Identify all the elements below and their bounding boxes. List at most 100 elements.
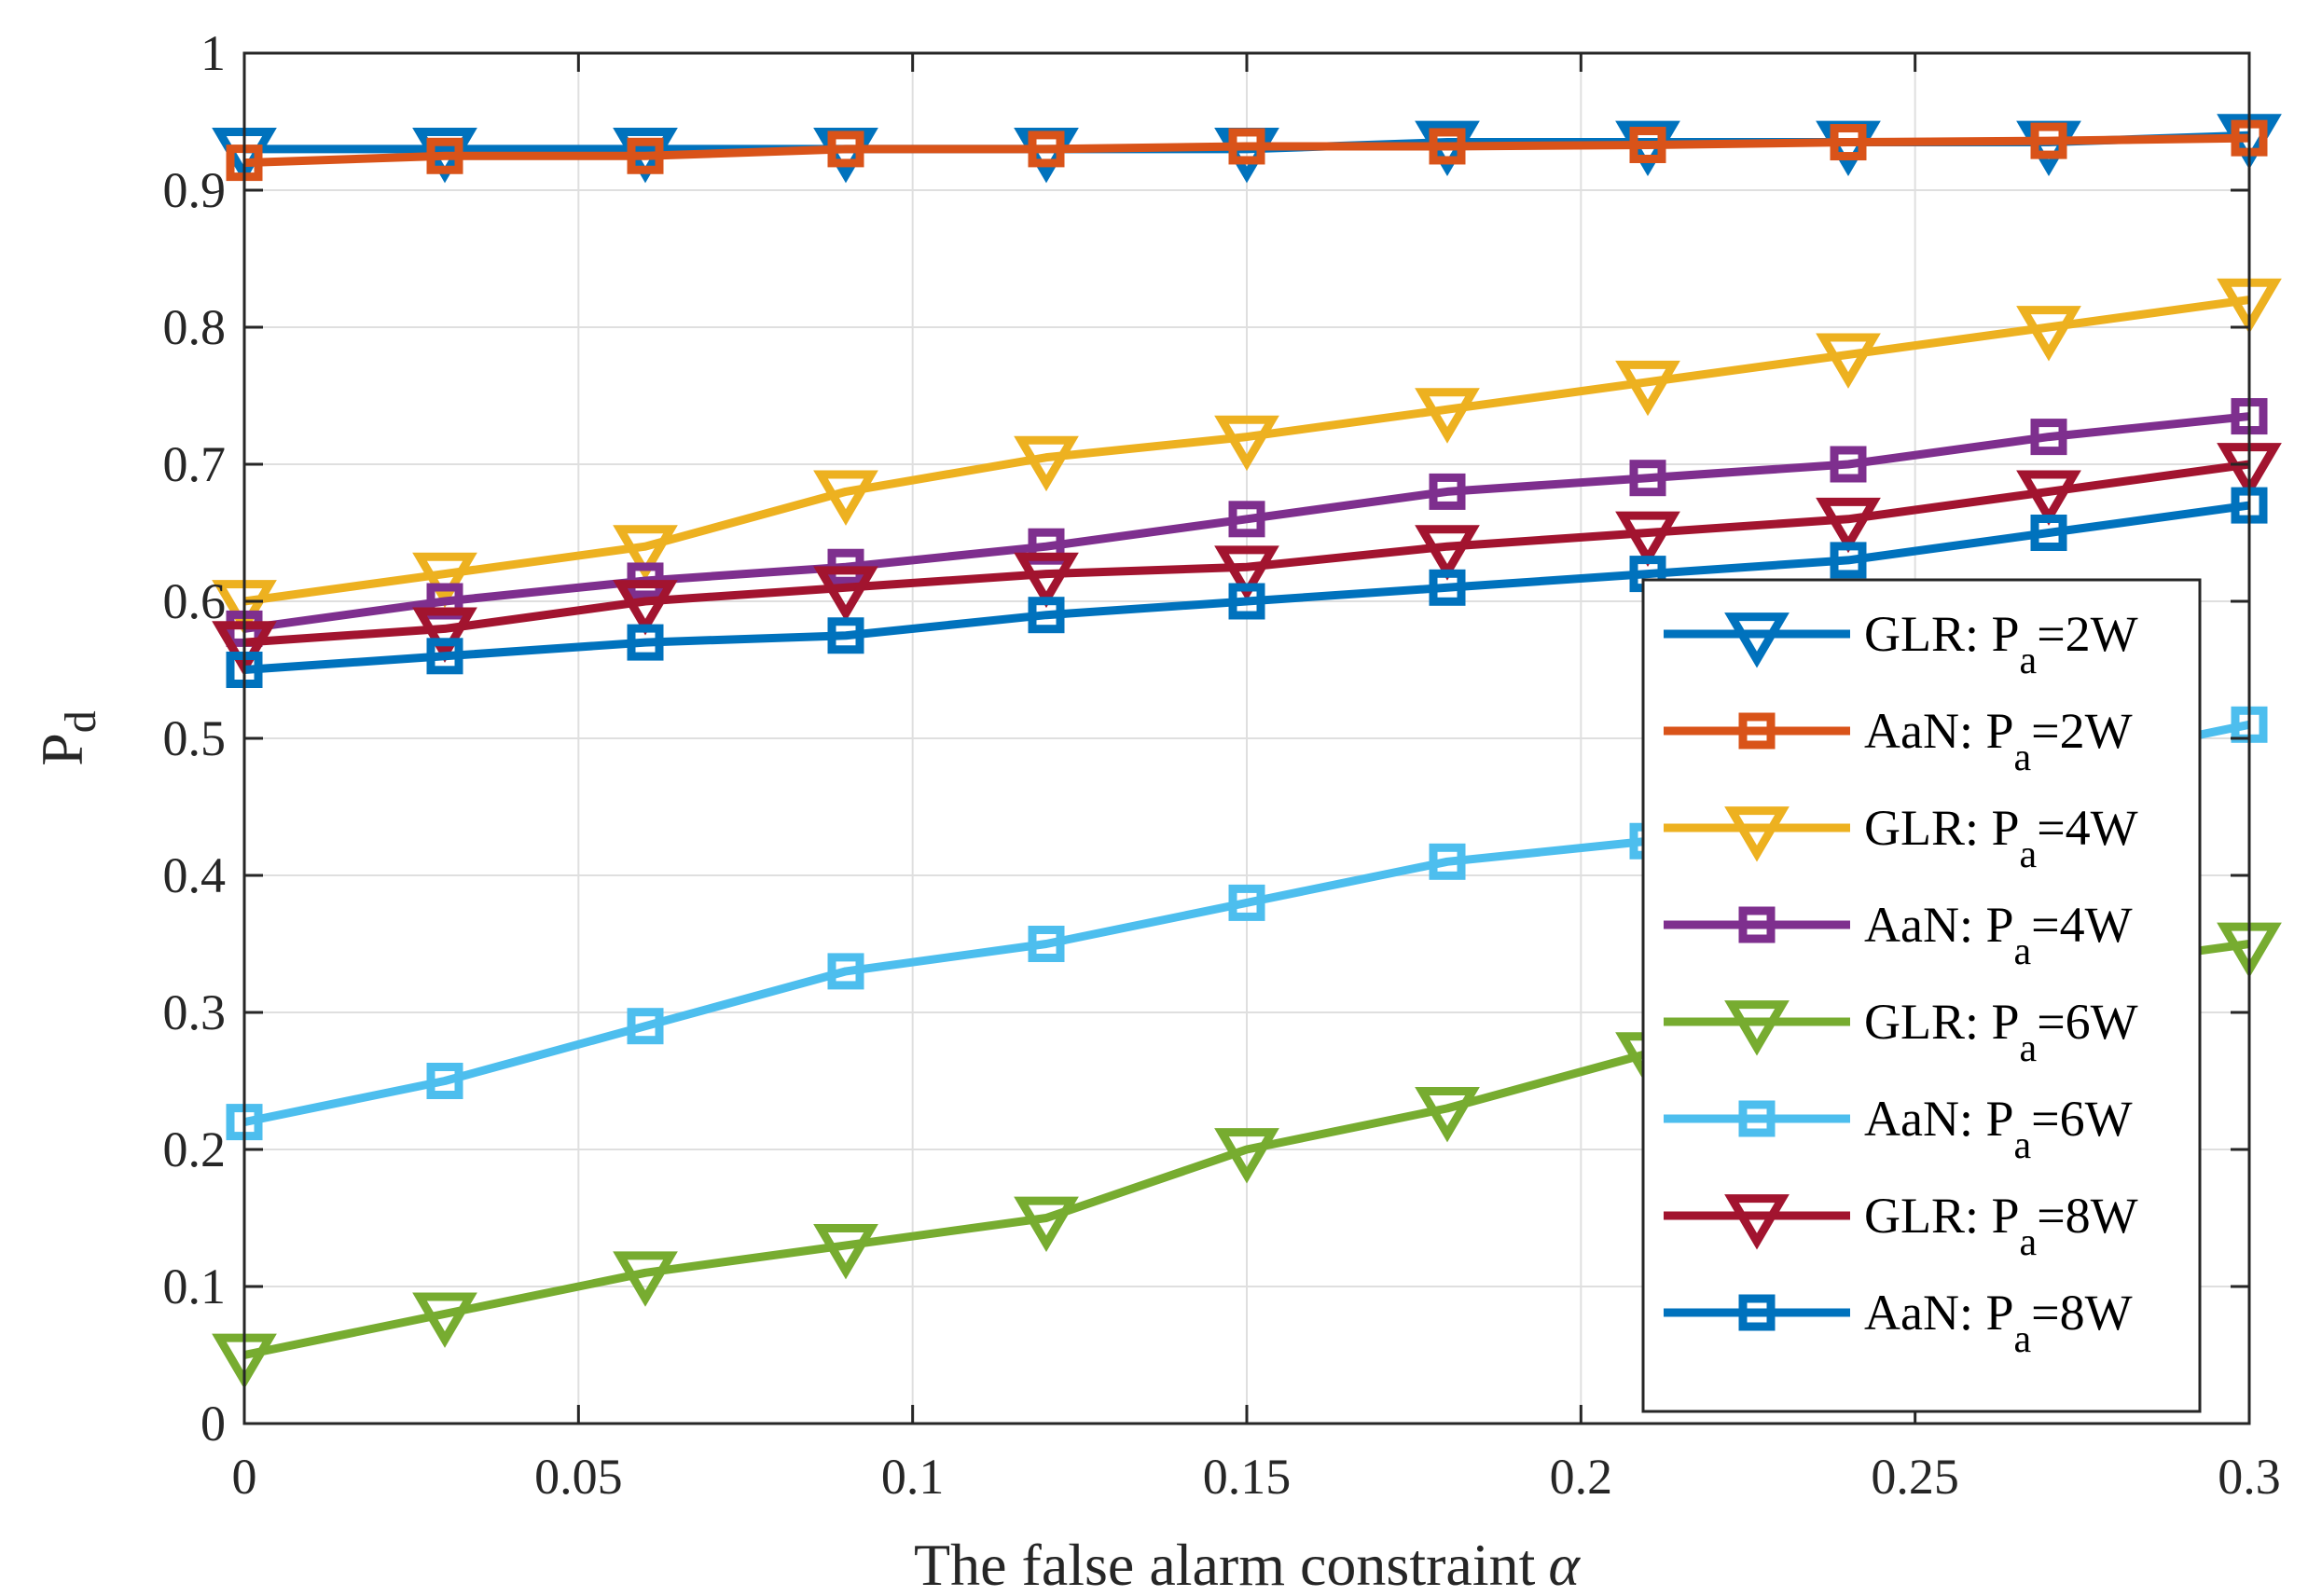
legend-swatch-marker — [1738, 1294, 1776, 1331]
y-axis-label: Pd — [29, 710, 105, 766]
x-tick-label: 0.1 — [881, 1449, 945, 1505]
data-point — [1415, 525, 1480, 581]
legend-entry[interactable]: AaN: Pa=4W — [1664, 897, 2133, 973]
legend[interactable]: GLR: Pa=2W AaN: Pa=2W GLR: Pa=4W AaN: Pa=4W… — [1641, 578, 2202, 1413]
data-point — [627, 137, 664, 174]
data-point — [813, 470, 878, 526]
legend-label: AaN: Pa=2W — [1864, 703, 2133, 779]
data-point — [426, 137, 463, 174]
data-point — [1214, 415, 1279, 472]
x-tick-label: 0.15 — [1203, 1449, 1292, 1505]
legend-entry[interactable]: AaN: Pa=8W — [1664, 1285, 2133, 1361]
data-point — [1816, 497, 1881, 554]
data-point — [1228, 583, 1265, 620]
legend-box — [1641, 578, 2202, 1413]
data-point — [613, 525, 678, 581]
series-line — [243, 296, 2250, 606]
data-point — [1629, 126, 1666, 163]
data-point — [1615, 360, 1680, 417]
y-tick-label: 0.8 — [163, 299, 227, 355]
y-tick-label: 0.7 — [163, 436, 227, 492]
data-point — [1228, 884, 1265, 921]
series-line — [243, 412, 2250, 633]
data-point — [827, 617, 864, 654]
data-point — [426, 638, 463, 675]
data-point — [1830, 542, 1867, 579]
data-point — [2016, 470, 2081, 526]
axis-ticks — [242, 51, 2251, 1425]
legend-entry[interactable]: GLR: Pa=2W — [1664, 606, 2138, 682]
y-tick-labels: 0 0.1 0.2 0.3 0.4 0.5 0.6 0.7 0.8 0.9 1 — [163, 25, 227, 1452]
legend-label: GLR: Pa=8W — [1864, 1188, 2138, 1264]
data-point — [827, 131, 864, 168]
legend-label: AaN: Pa=6W — [1864, 1091, 2133, 1167]
data-point — [1415, 1087, 1480, 1143]
x-tick-label: 0.05 — [534, 1449, 623, 1505]
y-tick-label: 0.3 — [163, 984, 227, 1040]
data-point — [412, 1292, 477, 1348]
legend-label: GLR: Pa=6W — [1864, 994, 2138, 1070]
legend-label: GLR: Pa=2W — [1864, 606, 2138, 682]
data-point — [613, 580, 678, 636]
legend-swatch-marker — [1724, 1194, 1790, 1250]
legend-swatch-marker — [1724, 612, 1790, 668]
legend-entry[interactable]: GLR: Pa=6W — [1664, 994, 2138, 1070]
legend-label: GLR: Pa=4W — [1864, 800, 2138, 876]
series-6 — [212, 443, 2282, 677]
legend-swatch-marker — [1724, 806, 1790, 862]
data-point — [1014, 1196, 1079, 1252]
data-point — [1429, 569, 1466, 606]
data-point — [1014, 435, 1079, 492]
data-point — [1816, 333, 1881, 389]
series-line — [243, 133, 2250, 168]
data-point — [1830, 124, 1867, 161]
y-tick-label: 0.1 — [163, 1259, 227, 1314]
data-point — [1429, 473, 1466, 510]
data-point — [1028, 131, 1065, 168]
x-tick-label: 0.25 — [1871, 1449, 1959, 1505]
y-tick-label: 1 — [200, 25, 226, 81]
data-point — [1014, 552, 1079, 609]
data-point — [627, 1008, 664, 1045]
series-line — [243, 460, 2250, 647]
legend-entry[interactable]: AaN: Pa=2W — [1664, 703, 2133, 779]
legend-swatch-marker — [1738, 712, 1776, 750]
data-point — [2016, 306, 2081, 362]
legend-label: AaN: Pa=4W — [1864, 897, 2133, 973]
data-point — [1415, 388, 1480, 444]
x-tick-label: 0.2 — [1550, 1449, 1613, 1505]
data-point — [412, 552, 477, 609]
data-point — [813, 1224, 878, 1280]
data-point — [2030, 515, 2067, 551]
data-point — [613, 1251, 678, 1307]
data-point — [813, 566, 878, 622]
legend-swatch-marker — [1724, 1000, 1790, 1056]
y-tick-label: 0.5 — [163, 710, 227, 766]
data-point — [1429, 128, 1466, 165]
y-tick-label: 0.9 — [163, 162, 227, 218]
legend-entry[interactable]: GLR: Pa=8W — [1664, 1188, 2138, 1264]
data-point — [2030, 122, 2067, 159]
x-tick-label: 0 — [232, 1449, 257, 1505]
data-point — [1429, 843, 1466, 880]
legend-entry[interactable]: AaN: Pa=6W — [1664, 1091, 2133, 1167]
x-axis-label: The false alarm constraint α — [914, 1532, 1581, 1596]
data-point — [426, 1063, 463, 1099]
data-point — [1615, 511, 1680, 567]
data-point — [827, 953, 864, 990]
data-point — [412, 607, 477, 663]
y-tick-label: 0.2 — [163, 1121, 227, 1177]
x-tick-label: 0.3 — [2218, 1449, 2281, 1505]
legend-label: AaN: Pa=8W — [1864, 1285, 2133, 1361]
series-layer — [212, 114, 2282, 1389]
data-point — [627, 624, 664, 661]
y-tick-label: 0 — [200, 1396, 226, 1452]
legend-swatch-marker — [1738, 906, 1776, 943]
data-point — [1228, 128, 1265, 165]
data-point — [1214, 1128, 1279, 1184]
legend-entry[interactable]: GLR: Pa=4W — [1664, 800, 2138, 876]
series-1 — [226, 119, 2268, 182]
data-point — [2030, 419, 2067, 456]
data-point — [1629, 460, 1666, 497]
